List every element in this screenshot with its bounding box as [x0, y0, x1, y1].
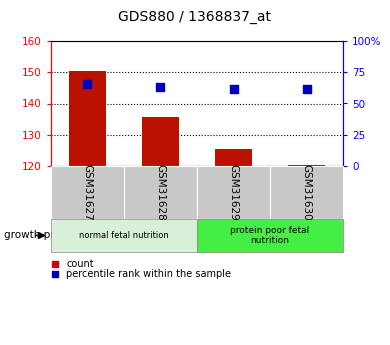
- Text: percentile rank within the sample: percentile rank within the sample: [66, 269, 231, 279]
- Point: [157, 85, 163, 90]
- Text: growth protocol: growth protocol: [4, 230, 86, 240]
- Text: protein poor fetal
nutrition: protein poor fetal nutrition: [230, 226, 310, 245]
- Point: [51, 261, 58, 267]
- Text: GSM31629: GSM31629: [229, 164, 239, 221]
- Text: GSM31630: GSM31630: [301, 164, 312, 221]
- Text: count: count: [66, 259, 94, 269]
- Bar: [215, 148, 252, 166]
- Point: [303, 86, 310, 91]
- Text: GDS880 / 1368837_at: GDS880 / 1368837_at: [119, 10, 271, 24]
- Bar: [69, 71, 106, 166]
- Point: [230, 86, 237, 91]
- Bar: [142, 117, 179, 166]
- Text: GSM31628: GSM31628: [155, 164, 165, 221]
- Text: GSM31627: GSM31627: [82, 164, 92, 221]
- Bar: [288, 165, 325, 166]
- Text: normal fetal nutrition: normal fetal nutrition: [79, 231, 169, 240]
- Point: [84, 81, 90, 87]
- Point: [51, 272, 58, 277]
